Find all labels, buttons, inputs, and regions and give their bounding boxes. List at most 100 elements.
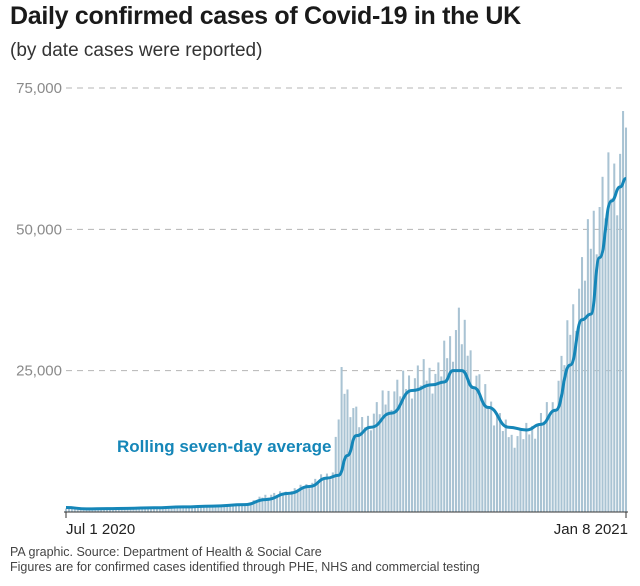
daily-bar	[569, 334, 572, 512]
figures-note: Figures are for confirmed cases identifi…	[10, 560, 480, 574]
daily-bar	[416, 365, 419, 512]
daily-bar	[132, 508, 135, 512]
chart-title: Daily confirmed cases of Covid-19 in the…	[10, 2, 521, 30]
daily-bar	[431, 393, 434, 512]
daily-bar	[610, 198, 613, 512]
daily-bar	[79, 508, 82, 512]
daily-bar	[575, 330, 578, 512]
daily-bar	[147, 507, 150, 512]
daily-bar	[413, 378, 416, 512]
daily-bars	[64, 111, 628, 513]
y-tick-label: 50,000	[16, 221, 62, 238]
daily-bar	[586, 219, 589, 512]
daily-bar	[428, 367, 431, 512]
rolling-average-line	[65, 176, 627, 511]
daily-bar	[425, 380, 428, 512]
daily-bar	[402, 370, 405, 512]
daily-bar	[472, 387, 475, 512]
daily-bar	[202, 505, 205, 512]
daily-bar	[117, 508, 120, 512]
daily-bar	[138, 508, 141, 512]
daily-bar	[325, 473, 328, 512]
daily-bar	[114, 508, 117, 512]
daily-bar	[296, 490, 299, 512]
daily-bar	[302, 487, 305, 512]
daily-bar	[252, 500, 255, 512]
daily-bar	[478, 374, 481, 512]
daily-bar	[243, 504, 246, 512]
daily-bar	[82, 509, 85, 512]
daily-bar	[457, 307, 460, 512]
daily-bar	[563, 365, 566, 512]
daily-bar	[384, 404, 387, 512]
daily-bar	[369, 430, 372, 512]
daily-bar	[211, 505, 214, 512]
daily-bar	[217, 505, 220, 512]
daily-bar	[589, 248, 592, 512]
daily-bar	[463, 319, 466, 512]
daily-bar	[317, 482, 320, 512]
daily-bar	[525, 422, 528, 512]
daily-bar	[372, 413, 375, 512]
daily-bar	[235, 505, 238, 512]
daily-bar	[85, 508, 88, 512]
daily-bar	[513, 447, 516, 512]
daily-bar	[240, 505, 243, 512]
daily-bar	[440, 376, 443, 512]
daily-bar	[284, 491, 287, 512]
daily-bar	[619, 153, 622, 512]
daily-bar	[460, 344, 463, 512]
daily-bar	[220, 506, 223, 512]
daily-bar	[94, 508, 97, 512]
daily-bar	[196, 505, 199, 512]
daily-bar	[484, 384, 487, 512]
daily-bar	[167, 507, 170, 512]
daily-bar	[176, 506, 179, 512]
daily-bar	[287, 494, 290, 512]
daily-bar	[346, 389, 349, 512]
daily-bar	[551, 402, 554, 512]
daily-bar	[73, 508, 76, 512]
daily-bar	[454, 330, 457, 512]
daily-bar	[270, 494, 273, 512]
daily-bar	[534, 438, 537, 512]
daily-bar	[352, 408, 355, 512]
daily-bar	[522, 439, 525, 512]
daily-bar	[276, 495, 279, 512]
daily-bar	[542, 423, 545, 512]
daily-bar	[554, 410, 557, 512]
daily-bar	[560, 355, 563, 512]
daily-bar	[607, 152, 610, 512]
daily-bar	[208, 506, 211, 512]
daily-bar	[504, 419, 507, 512]
daily-bar	[592, 210, 595, 513]
daily-bar	[375, 402, 378, 512]
daily-bar	[539, 413, 542, 512]
daily-bar	[129, 508, 132, 512]
daily-bar	[179, 507, 182, 512]
daily-bar	[126, 508, 129, 512]
daily-bar	[223, 505, 226, 512]
daily-bar	[97, 509, 100, 512]
y-tick-label: 75,000	[16, 80, 62, 97]
daily-bar	[76, 508, 79, 512]
daily-bar	[293, 488, 296, 512]
daily-bar	[572, 304, 575, 512]
x-tick-label: Jul 1 2020	[66, 521, 135, 538]
daily-bar	[214, 506, 217, 512]
daily-bar	[322, 478, 326, 512]
daily-bar	[581, 257, 584, 512]
daily-bar	[67, 508, 70, 512]
daily-bar	[601, 176, 604, 513]
daily-bar	[173, 507, 176, 512]
daily-bar	[490, 401, 493, 512]
daily-bar	[226, 506, 229, 512]
daily-bar	[267, 497, 270, 512]
daily-bar	[258, 496, 261, 512]
daily-bar	[237, 504, 241, 512]
x-tick-label: Jan 8 2021	[554, 521, 628, 538]
daily-bar	[135, 507, 138, 512]
daily-bar	[366, 415, 370, 512]
daily-bar	[232, 504, 235, 512]
daily-bar	[249, 502, 252, 512]
